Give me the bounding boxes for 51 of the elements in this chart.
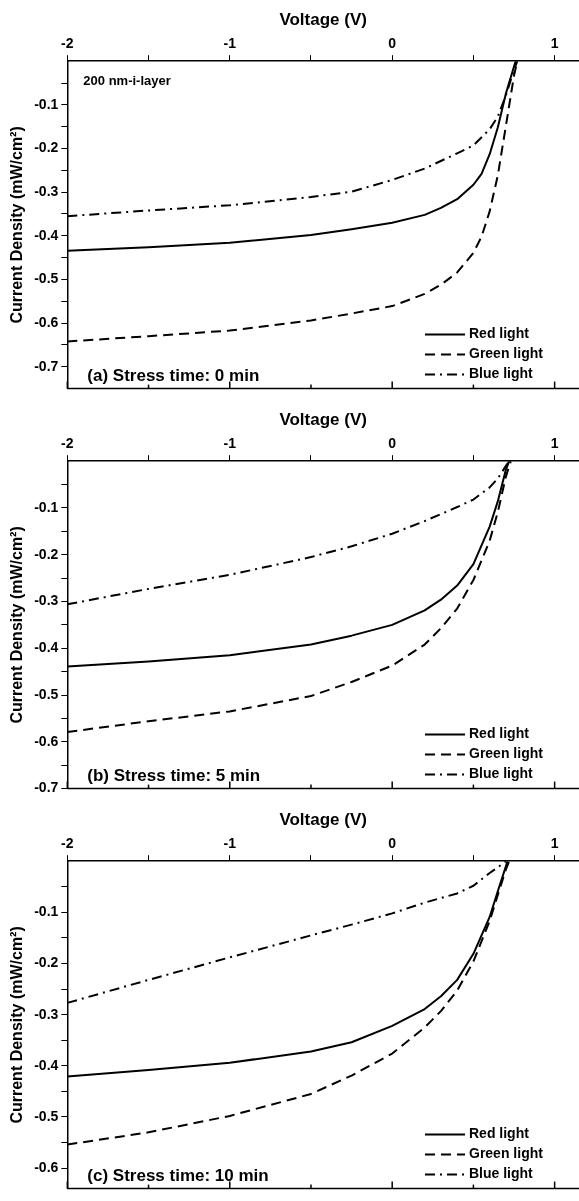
y-tick-label: -0.3 — [34, 183, 59, 200]
legend-label: Blue light — [469, 365, 534, 382]
y-tick-label: -0.4 — [34, 1056, 59, 1073]
annotation: 200 nm-i-layer — [83, 73, 171, 89]
x-axis-title: Voltage (V) — [279, 809, 367, 829]
x-tick-label: -2 — [61, 34, 74, 51]
x-axis-title: Voltage (V) — [279, 409, 367, 429]
y-axis-title: Current Density (mW/cm²) — [8, 926, 26, 1124]
y-tick-label: -0.4 — [34, 639, 59, 656]
y-tick-label: -0.5 — [34, 270, 59, 287]
legend-label: Green light — [469, 345, 544, 362]
y-tick-label: -0.6 — [34, 313, 59, 330]
annotation: (c) Stress time: 10 min — [87, 1165, 269, 1185]
x-tick-label: 1 — [550, 834, 559, 851]
y-tick-label: -0.4 — [34, 226, 59, 243]
y-tick-label: -0.3 — [34, 1005, 59, 1022]
y-tick-label: -0.1 — [34, 903, 59, 920]
y-tick-label: -0.1 — [34, 498, 59, 515]
annotation: (a) Stress time: 0 min — [87, 365, 260, 385]
y-tick-label: -0.1 — [34, 95, 59, 112]
y-tick-label: -0.2 — [34, 954, 59, 971]
legend-label: Green light — [469, 745, 544, 762]
annotation: (b) Stress time: 5 min — [87, 765, 261, 785]
x-tick-label: -1 — [223, 434, 237, 451]
x-tick-label: 0 — [388, 434, 397, 451]
x-tick-label: -2 — [61, 834, 74, 851]
legend-label: Green light — [469, 1145, 544, 1162]
x-tick-label: -1 — [223, 834, 237, 851]
legend-label: Blue light — [469, 1165, 534, 1182]
y-tick-label: -0.2 — [34, 139, 59, 156]
legend-label: Red light — [469, 325, 530, 342]
y-axis-title: Current Density (mW/cm²) — [8, 526, 26, 724]
x-axis-title: Voltage (V) — [279, 9, 367, 29]
x-tick-label: 0 — [388, 34, 397, 51]
y-tick-label: -0.7 — [34, 357, 59, 374]
y-tick-label: -0.3 — [34, 592, 59, 609]
y-tick-label: -0.2 — [34, 545, 59, 562]
y-tick-label: -0.6 — [34, 732, 59, 749]
y-tick-label: -0.5 — [34, 1107, 59, 1124]
y-tick-label: -0.5 — [34, 685, 59, 702]
x-tick-label: 1 — [550, 434, 559, 451]
x-tick-label: 0 — [388, 834, 397, 851]
x-tick-label: -2 — [61, 434, 74, 451]
x-tick-label: 1 — [550, 34, 559, 51]
y-axis-title: Current Density (mW/cm²) — [8, 126, 26, 324]
y-tick-label: -0.7 — [34, 779, 59, 796]
x-tick-label: -1 — [223, 34, 237, 51]
legend-label: Blue light — [469, 765, 534, 782]
legend-label: Red light — [469, 1125, 530, 1142]
y-tick-label: -0.6 — [34, 1159, 59, 1175]
legend-label: Red light — [469, 725, 530, 742]
